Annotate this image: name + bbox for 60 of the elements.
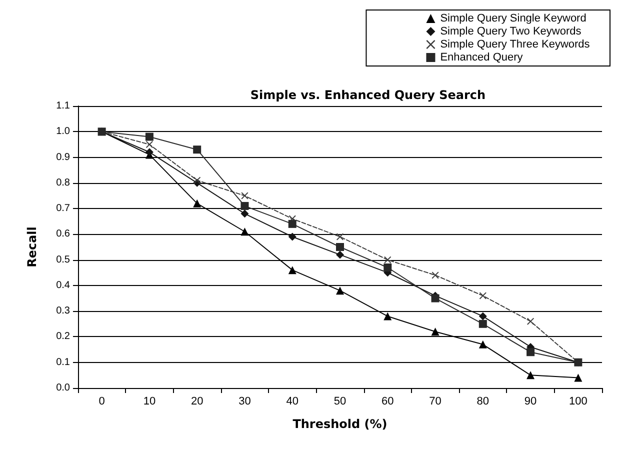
point — [431, 294, 440, 302]
x-tick-label: 70 — [429, 396, 442, 408]
point — [336, 250, 344, 259]
x-tick-label: 40 — [286, 396, 298, 408]
y-tick-label: 0.0 — [56, 382, 70, 394]
point — [478, 340, 487, 348]
chart-title: Simple vs. Enhanced Query Search — [250, 88, 486, 102]
point — [432, 272, 439, 279]
point — [384, 264, 392, 272]
point — [336, 243, 344, 251]
legend-label: Simple Query Three Keywords — [440, 38, 590, 50]
y-tick-label: 0.1 — [56, 356, 70, 368]
point — [478, 312, 487, 320]
point — [527, 318, 534, 325]
x-tick-label: 100 — [569, 396, 588, 408]
x-tick-label: 50 — [334, 396, 346, 408]
point — [288, 232, 296, 241]
point — [240, 202, 249, 210]
y-tick-label: 1.0 — [56, 126, 70, 138]
legend-label: Simple Query Single Keyword — [440, 12, 586, 24]
y-tick-label: 0.6 — [56, 228, 70, 240]
point — [336, 286, 344, 295]
y-tick-label: 0.9 — [56, 152, 70, 163]
point — [526, 348, 535, 356]
point — [193, 146, 202, 154]
point — [240, 228, 249, 236]
x-tick-label: 60 — [382, 396, 394, 408]
point — [194, 176, 201, 184]
y-tick-label: 0.3 — [56, 306, 70, 317]
x-tick-label: 10 — [143, 396, 156, 408]
point — [431, 328, 440, 336]
point — [526, 371, 535, 380]
y-tick-label: 0.5 — [56, 254, 70, 266]
point — [384, 256, 392, 264]
point — [288, 220, 296, 228]
y-tick-label: 0.7 — [56, 203, 70, 214]
point — [288, 266, 296, 274]
y-tick-label: 0.2 — [56, 331, 70, 342]
legend-label: Simple Query Two Keywords — [440, 26, 582, 38]
point — [193, 199, 202, 208]
x-tick-label: 20 — [190, 396, 204, 408]
point — [479, 292, 486, 300]
point — [384, 312, 392, 320]
point — [145, 132, 154, 141]
point — [240, 210, 249, 218]
y-tick-label: 1.1 — [56, 100, 70, 112]
x-tick-label: 90 — [524, 396, 537, 408]
point — [478, 320, 487, 328]
x-tick-label: 80 — [476, 396, 490, 408]
y-axis-title: Recall — [25, 226, 39, 268]
y-tick-label: 0.4 — [56, 280, 70, 291]
y-tick-label: 0.8 — [56, 177, 70, 188]
point — [145, 148, 154, 156]
point — [146, 140, 153, 148]
x-tick-label: 30 — [238, 396, 251, 408]
x-tick-label: 0 — [98, 396, 105, 408]
legend-label: Enhanced Query — [440, 52, 524, 64]
x-axis-title: Threshold (%) — [292, 417, 388, 431]
point — [241, 192, 248, 200]
point — [574, 374, 582, 382]
